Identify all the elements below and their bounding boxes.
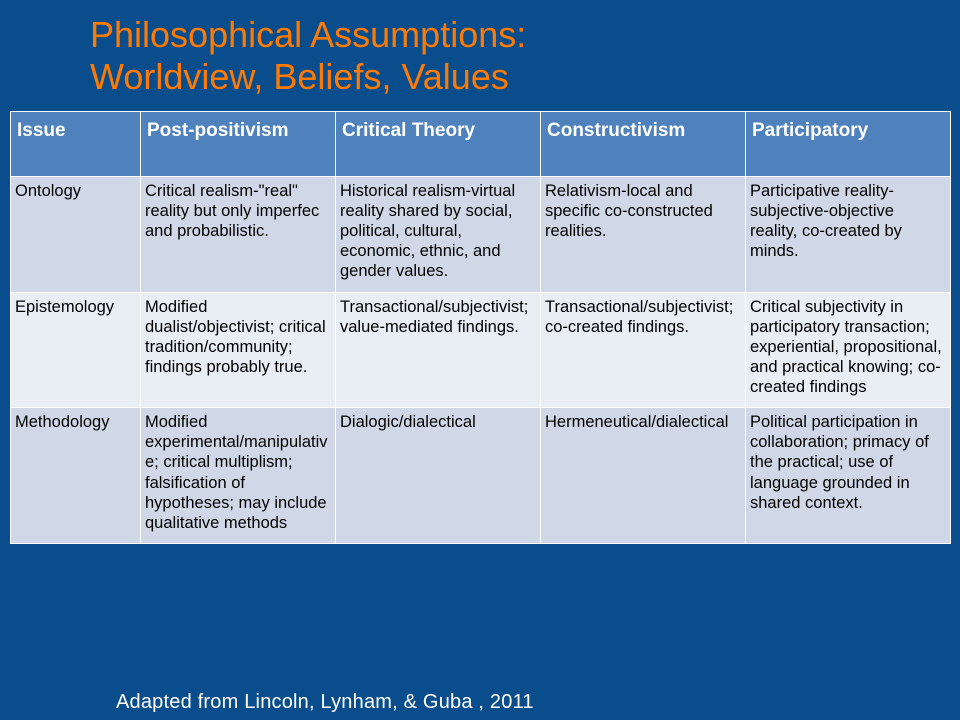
cell: Hermeneutical/dialectical (541, 408, 746, 544)
cell: Transactional/subjectivist; value-mediat… (336, 292, 541, 408)
slide-title-block: Philosophical Assumptions: Worldview, Be… (0, 0, 960, 111)
row-issue: Methodology (11, 408, 141, 544)
cell: Relativism-local and specific co-constru… (541, 176, 746, 292)
cell: Historical realism-virtual reality share… (336, 176, 541, 292)
paradigm-table: Issue Post-positivism Critical Theory Co… (10, 111, 951, 544)
cell: Modified experimental/manipulative; crit… (141, 408, 336, 544)
col-header-participatory: Participatory (746, 111, 951, 176)
col-header-constructivism: Constructivism (541, 111, 746, 176)
cell: Critical subjectivity in participatory t… (746, 292, 951, 408)
table-header-row: Issue Post-positivism Critical Theory Co… (11, 111, 951, 176)
cell: Critical realism-"real" reality but only… (141, 176, 336, 292)
cell: Modified dualist/objectivist; critical t… (141, 292, 336, 408)
table-row: Ontology Critical realism-"real" reality… (11, 176, 951, 292)
cell: Political participation in collaboration… (746, 408, 951, 544)
citation-text: Adapted from Lincoln, Lynham, & Guba , 2… (116, 691, 534, 714)
table-row: Epistemology Modified dualist/objectivis… (11, 292, 951, 408)
cell: Dialogic/dialectical (336, 408, 541, 544)
paradigm-table-container: Issue Post-positivism Critical Theory Co… (10, 111, 950, 544)
col-header-critical-theory: Critical Theory (336, 111, 541, 176)
col-header-post-positivism: Post-positivism (141, 111, 336, 176)
row-issue: Epistemology (11, 292, 141, 408)
cell: Participative reality-subjective-objecti… (746, 176, 951, 292)
table-row: Methodology Modified experimental/manipu… (11, 408, 951, 544)
cell: Transactional/subjectivist; co-created f… (541, 292, 746, 408)
slide-title-line1: Philosophical Assumptions: (90, 14, 960, 56)
col-header-issue: Issue (11, 111, 141, 176)
slide-title-line2: Worldview, Beliefs, Values (90, 56, 960, 98)
row-issue: Ontology (11, 176, 141, 292)
